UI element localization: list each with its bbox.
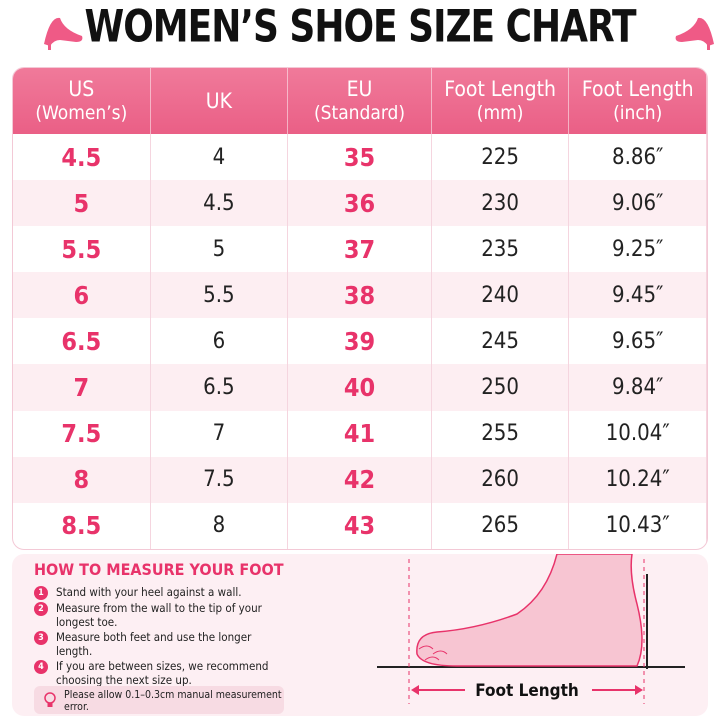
table-cell: 250: [432, 364, 570, 411]
table-cell: 9.65″: [569, 318, 707, 365]
table-cell: 5: [13, 180, 151, 227]
step-number: 1: [34, 586, 48, 600]
header-text: UK: [205, 89, 233, 113]
table-cell: 42: [288, 456, 432, 503]
header-text: (mm): [476, 102, 524, 124]
table-cell: 265: [432, 502, 570, 549]
table-cell: 8: [151, 502, 289, 549]
step-text: Measure both feet and use the longer len…: [56, 630, 252, 658]
step-number: 3: [34, 631, 48, 645]
table-cell: 8.5: [13, 502, 151, 549]
header-text: (Standard): [313, 102, 406, 124]
table-cell: 38: [288, 272, 432, 319]
header-text: Foot Length: [444, 77, 556, 101]
table-cell: 255: [432, 410, 570, 457]
table-row: 6 5.5 38 240 9.45″: [13, 272, 707, 319]
table-row: 4.5 4 35 225 8.86″: [13, 134, 707, 181]
table-cell: 225: [432, 134, 570, 181]
table-cell: 9.84″: [569, 364, 707, 411]
header-cell: Foot Length (inch): [569, 68, 707, 134]
table-cell: 7: [151, 410, 289, 457]
table-cell: 235: [432, 226, 570, 273]
table-cell: 4: [151, 134, 289, 181]
table-cell: 7: [13, 364, 151, 411]
header-text: (Women’s): [35, 102, 128, 124]
table-cell: 5.5: [151, 272, 289, 319]
step-text: If you are between sizes, we recommend c…: [56, 659, 269, 687]
table-cell: 35: [288, 134, 432, 181]
table-row: 5.5 5 37 235 9.25″: [13, 226, 707, 273]
measure-panel: HOW TO MEASURE YOUR FOOT 1 Stand with you…: [12, 554, 708, 716]
header-text: US: [68, 77, 95, 101]
table-cell: 230: [432, 180, 570, 227]
header-text: Foot Length: [581, 77, 694, 101]
table-cell: 5: [151, 226, 289, 273]
step: 3 Measure both feet and use the longer le…: [34, 630, 274, 658]
table-cell: 6.5: [13, 318, 151, 365]
table-row: 8 7.5 42 260 10.24″: [13, 456, 707, 503]
table-cell: 5.5: [13, 226, 151, 273]
measure-title: HOW TO MEASURE YOUR FOOT: [34, 560, 284, 579]
table-row: 5 4.5 36 230 9.06″: [13, 180, 707, 227]
header-cell: US (Women’s): [13, 68, 151, 134]
step: 2 Measure from the wall to the tip of you…: [34, 601, 274, 629]
step-text: Measure from the wall to the tip of your…: [56, 601, 262, 629]
table-cell: 6: [151, 318, 289, 365]
table-row: 6.5 6 39 245 9.65″: [13, 318, 707, 365]
note-text: Please allow 0.1–0.3cm manual measuremen…: [64, 689, 282, 713]
step-number: 4: [34, 660, 48, 674]
table-cell: 4.5: [151, 180, 289, 227]
table-cell: 6.5: [151, 364, 289, 411]
table-row: 7 6.5 40 250 9.84″: [13, 364, 707, 411]
table-cell: 9.25″: [569, 226, 707, 273]
header-text: (inch): [613, 102, 663, 124]
table-cell: 4.5: [13, 134, 151, 181]
foot-diagram: Foot Length: [377, 554, 685, 704]
table-row: 8.5 8 43 265 10.43″: [13, 502, 707, 549]
table-cell: 8: [13, 456, 151, 503]
step-text: Stand with your heel against a wall.: [56, 585, 242, 599]
title: WOMEN’S SHOE SIZE CHART: [84, 1, 636, 53]
step: 1 Stand with your heel against a wall.: [34, 585, 274, 600]
heel-icon: [675, 17, 714, 50]
header-text: EU: [346, 77, 373, 101]
header-cell: Foot Length (mm): [432, 68, 570, 134]
step-number: 2: [34, 602, 48, 616]
header-row: US (Women’s) UK EU (Standard) Foot Length (mm)…: [13, 68, 707, 134]
table-cell: 6: [13, 272, 151, 319]
table-cell: 36: [288, 180, 432, 227]
table-cell: 7.5: [151, 456, 289, 503]
table-cell: 40: [288, 364, 432, 411]
table-row: 7.5 7 41 255 10.04″: [13, 410, 707, 457]
diagram-label: Foot Length: [475, 681, 579, 701]
heel-icon: [44, 17, 83, 50]
size-table: US (Women’s) UK EU (Standard) Foot Length (mm)…: [12, 67, 708, 550]
table-cell: 245: [432, 318, 570, 365]
table-cell: 10.43″: [569, 502, 707, 549]
table-cell: 10.04″: [569, 410, 707, 457]
table-cell: 7.5: [13, 410, 151, 457]
table-cell: 10.24″: [569, 456, 707, 503]
header-cell: UK: [151, 68, 289, 134]
step: 4 If you are between sizes, we recommend …: [34, 659, 274, 687]
table-cell: 260: [432, 456, 570, 503]
table-cell: 37: [288, 226, 432, 273]
table-cell: 240: [432, 272, 570, 319]
table-cell: 8.86″: [569, 134, 707, 181]
bulb-icon: [44, 692, 56, 707]
table-cell: 43: [288, 502, 432, 549]
table-cell: 39: [288, 318, 432, 365]
note: Please allow 0.1–0.3cm manual measuremen…: [34, 686, 284, 714]
header-cell: EU (Standard): [288, 68, 432, 134]
table-cell: 9.45″: [569, 272, 707, 319]
table-cell: 9.06″: [569, 180, 707, 227]
table-cell: 41: [288, 410, 432, 457]
